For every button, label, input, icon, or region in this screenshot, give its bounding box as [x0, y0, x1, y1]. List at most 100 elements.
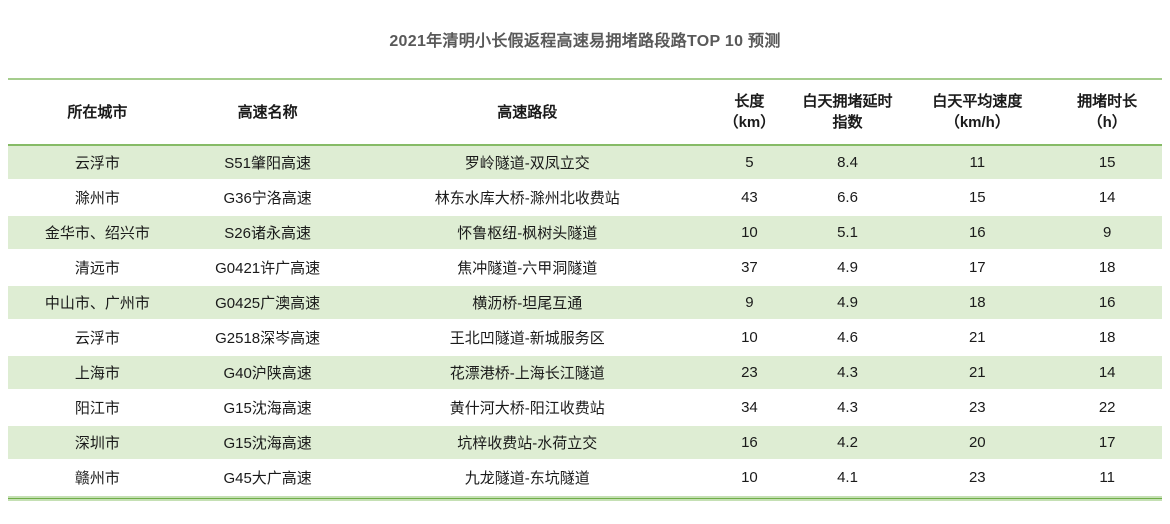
cell-congestion-duration: 16 [1052, 285, 1162, 321]
cell-city: 云浮市 [8, 145, 187, 181]
table-row: 上海市 G40沪陕高速 花漂港桥-上海长江隧道 23 4.3 21 14 [8, 355, 1162, 391]
column-header-label-line2: （h） [1087, 114, 1127, 131]
table-row: 赣州市 G45大广高速 九龙隧道-东坑隧道 10 4.1 23 11 [8, 460, 1162, 496]
cell-road-section: 怀鲁枢纽-枫树头隧道 [348, 215, 707, 251]
cell-highway-name: G15沈海高速 [186, 425, 349, 461]
cell-congestion-duration: 9 [1052, 215, 1162, 251]
table-row: 金华市、绍兴市 S26诸永高速 怀鲁枢纽-枫树头隧道 10 5.1 16 9 [8, 215, 1162, 251]
table-row: 滁州市 G36宁洛高速 林东水库大桥-滁州北收费站 43 6.6 15 14 [8, 180, 1162, 216]
cell-delay-index: 4.1 [792, 460, 903, 496]
cell-avg-speed: 18 [902, 285, 1053, 321]
column-header-label-line2: 指数 [832, 114, 863, 131]
cell-delay-index: 4.9 [792, 250, 903, 286]
cell-road-section: 焦冲隧道-六甲洞隧道 [348, 250, 707, 286]
cell-highway-name: S51肇阳高速 [186, 145, 349, 181]
table-row: 云浮市 S51肇阳高速 罗岭隧道-双凤立交 5 8.4 11 15 [8, 145, 1162, 181]
cell-road-section: 坑梓收费站-水荷立交 [348, 425, 707, 461]
cell-road-section: 九龙隧道-东坑隧道 [348, 460, 707, 496]
cell-avg-speed: 21 [902, 355, 1053, 391]
cell-length: 10 [706, 460, 793, 496]
column-header-delay-index: 白天拥堵延时 指数 [792, 79, 903, 146]
column-header-label: 拥堵时长 [1077, 93, 1138, 110]
cell-city: 清远市 [8, 250, 187, 286]
column-header-city: 所在城市 [8, 79, 187, 146]
column-header-label: 高速名称 [237, 103, 298, 121]
column-header-label-line2: （km） [723, 114, 776, 131]
cell-congestion-duration: 15 [1052, 145, 1162, 181]
cell-city: 赣州市 [8, 460, 187, 496]
table-bottom-border [8, 496, 1162, 501]
cell-highway-name: G40沪陕高速 [186, 355, 349, 391]
column-header-label: 高速路段 [497, 103, 558, 121]
cell-avg-speed: 23 [902, 390, 1053, 426]
cell-highway-name: G2518深岑高速 [186, 320, 349, 356]
cell-length: 43 [706, 180, 793, 216]
page-title: 2021年清明小长假返程高速易拥堵路段路TOP 10 预测 [389, 33, 781, 50]
table-row: 阳江市 G15沈海高速 黄什河大桥-阳江收费站 34 4.3 23 22 [8, 390, 1162, 426]
cell-congestion-duration: 17 [1052, 425, 1162, 461]
cell-avg-speed: 11 [902, 145, 1053, 181]
table-container: 所在城市 高速名称 高速路段 长度 （km） [8, 78, 1162, 501]
cell-city: 深圳市 [8, 425, 187, 461]
table-row: 云浮市 G2518深岑高速 王北凹隧道-新城服务区 10 4.6 21 18 [8, 320, 1162, 356]
cell-length: 9 [706, 285, 793, 321]
cell-road-section: 林东水库大桥-滁州北收费站 [348, 180, 707, 216]
cell-length: 10 [706, 320, 793, 356]
cell-highway-name: G45大广高速 [186, 460, 349, 496]
cell-city: 金华市、绍兴市 [8, 215, 187, 251]
cell-congestion-duration: 18 [1052, 250, 1162, 286]
cell-congestion-duration: 11 [1052, 460, 1162, 496]
cell-congestion-duration: 22 [1052, 390, 1162, 426]
cell-avg-speed: 21 [902, 320, 1053, 356]
cell-length: 23 [706, 355, 793, 391]
table-row: 中山市、广州市 G0425广澳高速 横沥桥-坦尾互通 9 4.9 18 16 [8, 285, 1162, 321]
cell-road-section: 罗岭隧道-双凤立交 [348, 145, 707, 181]
column-header-avg-speed: 白天平均速度 （km/h） [902, 79, 1053, 146]
cell-delay-index: 4.2 [792, 425, 903, 461]
cell-highway-name: S26诸永高速 [186, 215, 349, 251]
column-header-label: 所在城市 [67, 103, 128, 121]
cell-city: 上海市 [8, 355, 187, 391]
cell-avg-speed: 23 [902, 460, 1053, 496]
column-header-road-section: 高速路段 [348, 79, 707, 146]
cell-road-section: 横沥桥-坦尾互通 [348, 285, 707, 321]
cell-congestion-duration: 18 [1052, 320, 1162, 356]
cell-city: 中山市、广州市 [8, 285, 187, 321]
cell-highway-name: G0421许广高速 [186, 250, 349, 286]
cell-delay-index: 6.6 [792, 180, 903, 216]
cell-avg-speed: 20 [902, 425, 1053, 461]
table-header: 所在城市 高速名称 高速路段 长度 （km） [8, 79, 1162, 146]
table-row: 清远市 G0421许广高速 焦冲隧道-六甲洞隧道 37 4.9 17 18 [8, 250, 1162, 286]
cell-congestion-duration: 14 [1052, 355, 1162, 391]
cell-city: 阳江市 [8, 390, 187, 426]
cell-delay-index: 4.3 [792, 355, 903, 391]
cell-congestion-duration: 14 [1052, 180, 1162, 216]
table-row: 深圳市 G15沈海高速 坑梓收费站-水荷立交 16 4.2 20 17 [8, 425, 1162, 461]
column-header-congestion-duration: 拥堵时长 （h） [1052, 79, 1162, 146]
column-header-length: 长度 （km） [706, 79, 793, 146]
cell-delay-index: 5.1 [792, 215, 903, 251]
cell-length: 10 [706, 215, 793, 251]
cell-delay-index: 8.4 [792, 145, 903, 181]
cell-delay-index: 4.3 [792, 390, 903, 426]
cell-delay-index: 4.9 [792, 285, 903, 321]
cell-length: 34 [706, 390, 793, 426]
cell-city: 云浮市 [8, 320, 187, 356]
cell-length: 37 [706, 250, 793, 286]
congestion-table: 所在城市 高速名称 高速路段 长度 （km） [8, 78, 1162, 496]
cell-avg-speed: 15 [902, 180, 1053, 216]
cell-highway-name: G36宁洛高速 [186, 180, 349, 216]
cell-road-section: 王北凹隧道-新城服务区 [348, 320, 707, 356]
cell-length: 16 [706, 425, 793, 461]
cell-highway-name: G15沈海高速 [186, 390, 349, 426]
cell-city: 滁州市 [8, 180, 187, 216]
column-header-label-line2: （km/h） [944, 114, 1010, 131]
cell-highway-name: G0425广澳高速 [186, 285, 349, 321]
column-header-highway-name: 高速名称 [186, 79, 349, 146]
column-header-label: 白天平均速度 [932, 93, 1023, 110]
cell-avg-speed: 17 [902, 250, 1053, 286]
cell-avg-speed: 16 [902, 215, 1053, 251]
cell-road-section: 黄什河大桥-阳江收费站 [348, 390, 707, 426]
cell-delay-index: 4.6 [792, 320, 903, 356]
